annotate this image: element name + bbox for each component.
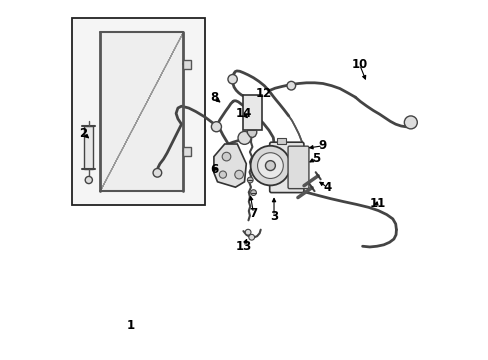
Circle shape: [85, 176, 92, 184]
Circle shape: [265, 161, 275, 171]
Text: 2: 2: [79, 127, 87, 140]
Circle shape: [247, 177, 253, 183]
Text: 7: 7: [249, 207, 257, 220]
Circle shape: [244, 229, 250, 235]
Bar: [243, 95, 261, 130]
Circle shape: [219, 171, 226, 178]
Bar: [84, 126, 93, 169]
Text: 14: 14: [235, 107, 251, 120]
Text: 8: 8: [209, 91, 218, 104]
Bar: [298, 148, 307, 153]
Bar: [101, 32, 183, 191]
FancyBboxPatch shape: [269, 142, 303, 193]
Text: 10: 10: [351, 58, 367, 71]
Bar: [72, 18, 204, 205]
Circle shape: [211, 122, 221, 132]
Circle shape: [227, 75, 237, 84]
Circle shape: [250, 146, 289, 185]
Text: 4: 4: [323, 181, 331, 194]
Circle shape: [153, 168, 162, 177]
Circle shape: [404, 116, 416, 129]
Bar: [183, 60, 190, 69]
Text: 3: 3: [269, 210, 278, 222]
Text: 13: 13: [235, 240, 251, 253]
Circle shape: [222, 152, 230, 161]
Circle shape: [286, 81, 295, 90]
Text: 5: 5: [312, 152, 320, 165]
Circle shape: [234, 170, 243, 179]
Text: 12: 12: [255, 87, 271, 100]
Circle shape: [250, 190, 256, 195]
Text: 1: 1: [127, 319, 135, 332]
Polygon shape: [213, 144, 246, 187]
Text: 6: 6: [209, 163, 218, 176]
Circle shape: [238, 131, 250, 144]
Circle shape: [248, 234, 254, 240]
Circle shape: [257, 153, 283, 179]
Text: 11: 11: [369, 197, 385, 210]
Bar: [276, 138, 285, 144]
Polygon shape: [247, 130, 256, 138]
Text: 9: 9: [318, 139, 326, 152]
FancyBboxPatch shape: [287, 146, 308, 189]
Bar: [183, 147, 190, 156]
